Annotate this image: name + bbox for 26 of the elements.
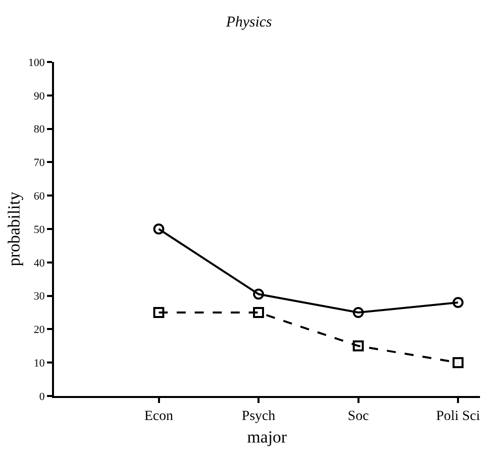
y-tick-label: 40 (34, 257, 46, 270)
y-tick-label: 0 (39, 390, 46, 403)
y-tick-label: 100 (28, 56, 46, 69)
y-tick-label: 30 (34, 290, 46, 303)
chart-title: Physics (225, 14, 272, 31)
point (352, 307, 364, 318)
x-axis-title: major (247, 428, 288, 447)
point (253, 288, 264, 300)
point (352, 340, 364, 352)
y-tick-label: 80 (34, 124, 46, 136)
y-tick-label: 50 (34, 224, 46, 236)
y-tick-label: 60 (34, 190, 46, 202)
y-axis-title: probability (4, 191, 24, 266)
y-tick-label: 70 (34, 157, 46, 170)
point (153, 224, 164, 234)
point (253, 307, 264, 318)
x-tick-label: Econ (144, 408, 174, 424)
y-tick-label: 10 (34, 357, 46, 370)
point (452, 357, 464, 368)
x-tick-label: Psych (242, 408, 276, 424)
point (153, 307, 164, 318)
x-tick-label: Poli Sci (436, 408, 480, 424)
point (452, 296, 464, 308)
x-tick-label: Soc (348, 408, 369, 424)
y-tick-label: 20 (34, 324, 46, 336)
y-tick-label: 90 (34, 90, 46, 102)
